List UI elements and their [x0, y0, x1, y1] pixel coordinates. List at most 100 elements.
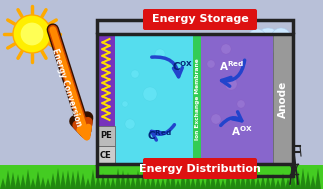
Polygon shape	[305, 171, 311, 189]
Polygon shape	[215, 175, 221, 189]
Circle shape	[269, 36, 285, 52]
Text: Anode: Anode	[278, 80, 288, 118]
Polygon shape	[130, 175, 136, 189]
Text: $\mathbf{C^{Red}}$: $\mathbf{C^{Red}}$	[147, 129, 172, 142]
Polygon shape	[190, 176, 196, 189]
Text: CE: CE	[100, 150, 112, 160]
Polygon shape	[20, 174, 26, 189]
Polygon shape	[80, 173, 86, 189]
Bar	[97, 34, 293, 164]
Polygon shape	[290, 171, 296, 189]
Bar	[201, 34, 273, 164]
Polygon shape	[120, 170, 126, 189]
Polygon shape	[140, 173, 146, 189]
Polygon shape	[145, 174, 151, 189]
Circle shape	[13, 15, 51, 53]
Circle shape	[248, 29, 266, 47]
Text: $\mathbf{C^{OX}}$: $\mathbf{C^{OX}}$	[172, 60, 193, 73]
Polygon shape	[60, 171, 66, 189]
Polygon shape	[45, 178, 51, 189]
Polygon shape	[50, 173, 56, 189]
Bar	[97, 146, 115, 164]
Circle shape	[225, 78, 237, 90]
Polygon shape	[295, 171, 301, 189]
Polygon shape	[165, 173, 171, 189]
Text: Energy Conversion: Energy Conversion	[50, 47, 84, 127]
Circle shape	[221, 44, 231, 54]
Bar	[97, 126, 115, 146]
Bar	[273, 34, 293, 164]
Polygon shape	[115, 168, 121, 189]
Circle shape	[237, 100, 245, 108]
Circle shape	[21, 23, 43, 45]
Polygon shape	[255, 177, 261, 189]
Polygon shape	[275, 179, 281, 189]
Polygon shape	[210, 171, 216, 189]
Polygon shape	[110, 177, 116, 189]
Polygon shape	[85, 178, 91, 189]
Polygon shape	[220, 179, 226, 189]
Polygon shape	[195, 172, 201, 189]
Polygon shape	[155, 177, 161, 189]
Circle shape	[131, 70, 139, 78]
Circle shape	[122, 101, 128, 107]
Polygon shape	[205, 170, 211, 189]
Polygon shape	[35, 171, 41, 189]
Polygon shape	[105, 175, 111, 189]
Circle shape	[271, 28, 291, 48]
Polygon shape	[230, 174, 236, 189]
Polygon shape	[225, 168, 231, 189]
Polygon shape	[55, 168, 61, 189]
Polygon shape	[150, 174, 156, 189]
Polygon shape	[25, 169, 31, 189]
Polygon shape	[90, 169, 96, 189]
Circle shape	[211, 114, 221, 124]
FancyBboxPatch shape	[143, 158, 257, 179]
Polygon shape	[180, 169, 186, 189]
Bar	[115, 34, 193, 164]
Circle shape	[143, 87, 157, 101]
Bar	[193, 34, 201, 164]
Polygon shape	[240, 171, 246, 189]
Polygon shape	[315, 168, 321, 189]
Polygon shape	[15, 174, 21, 189]
Text: Energy Storage: Energy Storage	[151, 15, 248, 25]
Polygon shape	[75, 170, 81, 189]
Circle shape	[255, 36, 273, 54]
Circle shape	[155, 49, 165, 59]
Polygon shape	[270, 174, 276, 189]
Polygon shape	[185, 170, 191, 189]
Polygon shape	[310, 175, 316, 189]
Polygon shape	[10, 172, 16, 189]
Polygon shape	[0, 178, 6, 189]
Text: $\mathbf{A^{OX}}$: $\mathbf{A^{OX}}$	[231, 125, 253, 138]
Bar	[0, 165, 323, 189]
Circle shape	[125, 119, 135, 129]
Text: Energy Distribution: Energy Distribution	[139, 163, 261, 174]
Polygon shape	[30, 178, 36, 189]
Circle shape	[255, 28, 281, 54]
Text: Ion Exchange Membrane: Ion Exchange Membrane	[194, 58, 200, 140]
Polygon shape	[265, 174, 271, 189]
Polygon shape	[40, 177, 46, 189]
Polygon shape	[100, 173, 106, 189]
Text: PE: PE	[100, 132, 112, 140]
FancyBboxPatch shape	[143, 9, 257, 30]
Polygon shape	[300, 168, 306, 189]
Polygon shape	[5, 170, 11, 189]
Bar	[97, 34, 115, 164]
Polygon shape	[125, 172, 131, 189]
Polygon shape	[95, 174, 101, 189]
Polygon shape	[70, 171, 76, 189]
Text: $\mathbf{A^{Red}}$: $\mathbf{A^{Red}}$	[219, 60, 245, 73]
Circle shape	[207, 60, 215, 68]
Polygon shape	[245, 170, 251, 189]
Polygon shape	[200, 178, 206, 189]
Polygon shape	[170, 169, 176, 189]
Polygon shape	[285, 178, 291, 189]
Polygon shape	[175, 179, 181, 189]
Polygon shape	[135, 170, 141, 189]
Polygon shape	[280, 173, 286, 189]
Polygon shape	[65, 170, 71, 189]
Polygon shape	[160, 178, 166, 189]
